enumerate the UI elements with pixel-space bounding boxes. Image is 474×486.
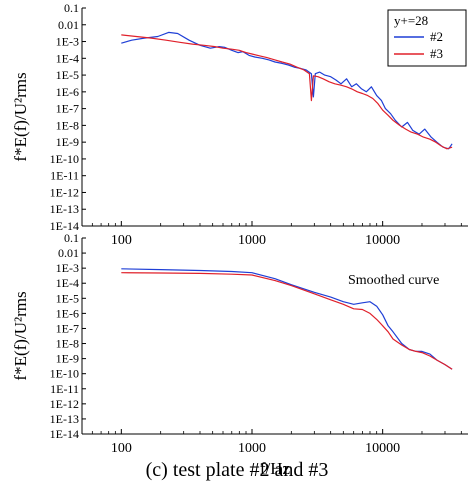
- y-tick-label: 1E-8: [56, 118, 79, 132]
- top-panel: 0.1 0.01 1E-3 1E-4 1E-5 1E-6 1E-7 1E-8 1E-9 1E-10…: [11, 1, 468, 248]
- y-axis-label: f*E(f)/U²rms: [11, 291, 30, 380]
- y-axis-label: f*E(f)/U²rms: [11, 72, 30, 161]
- y-tick-label: 1E-9: [56, 135, 79, 149]
- y-tick-label: 1E-3: [56, 35, 79, 49]
- y-tick-label: 1E-6: [56, 85, 79, 99]
- y-tick-label: 1E-13: [50, 202, 79, 216]
- y-tick-label: 1E-14: [50, 427, 79, 441]
- y-tick-label: 1E-13: [50, 412, 79, 426]
- y-tick-label: 1E-10: [50, 152, 79, 166]
- y-tick-label: 1E-11: [50, 169, 79, 183]
- y-tick-label: 0.1: [64, 231, 79, 245]
- y-tick-label: 1E-5: [56, 291, 79, 305]
- y-tick-label: 0.01: [58, 246, 79, 260]
- figure-caption: (c) test plate #2 and #3: [146, 459, 329, 481]
- x-tick-label: 10000: [365, 233, 400, 248]
- y-tick-label: 1E-14: [50, 219, 79, 233]
- y-tick-label: 1E-8: [56, 337, 79, 351]
- y-tick-label: 1E-9: [56, 352, 79, 366]
- legend-entry: #3: [430, 46, 443, 61]
- y-tick-label: 1E-3: [56, 261, 79, 275]
- series-line-plate-2: [121, 268, 453, 370]
- y-tick-label: 1E-5: [56, 68, 79, 82]
- y-tick-label: 0.01: [58, 18, 79, 32]
- x-tick-label: 1000: [238, 233, 266, 248]
- legend-box: [387, 9, 467, 67]
- y-tick-label: 1E-10: [50, 367, 79, 381]
- legend-title: y+=28: [394, 13, 428, 28]
- x-tick-label: 100: [111, 441, 132, 456]
- legend-entry: #2: [430, 29, 443, 44]
- y-tick-label: 1E-7: [56, 321, 79, 335]
- x-tick-label: 1000: [238, 441, 266, 456]
- y-tick-label: 1E-7: [56, 102, 79, 116]
- x-tick-label: 10000: [365, 441, 400, 456]
- y-tick-label: 0.1: [64, 1, 79, 15]
- series-line-plate-3: [121, 34, 453, 150]
- x-axis-label: f/Hz: [260, 459, 291, 478]
- y-tick-label: 1E-4: [56, 51, 79, 65]
- smoothed-curve-annotation: Smoothed curve: [348, 273, 439, 288]
- y-tick-label: 1E-12: [50, 397, 79, 411]
- y-tick-label: 1E-4: [56, 276, 79, 290]
- series-line-plate-3: [121, 272, 453, 370]
- y-tick-label: 1E-6: [56, 306, 79, 320]
- x-tick-label: 100: [111, 233, 132, 248]
- y-tick-label: 1E-11: [50, 382, 79, 396]
- y-tick-label: 1E-12: [50, 185, 79, 199]
